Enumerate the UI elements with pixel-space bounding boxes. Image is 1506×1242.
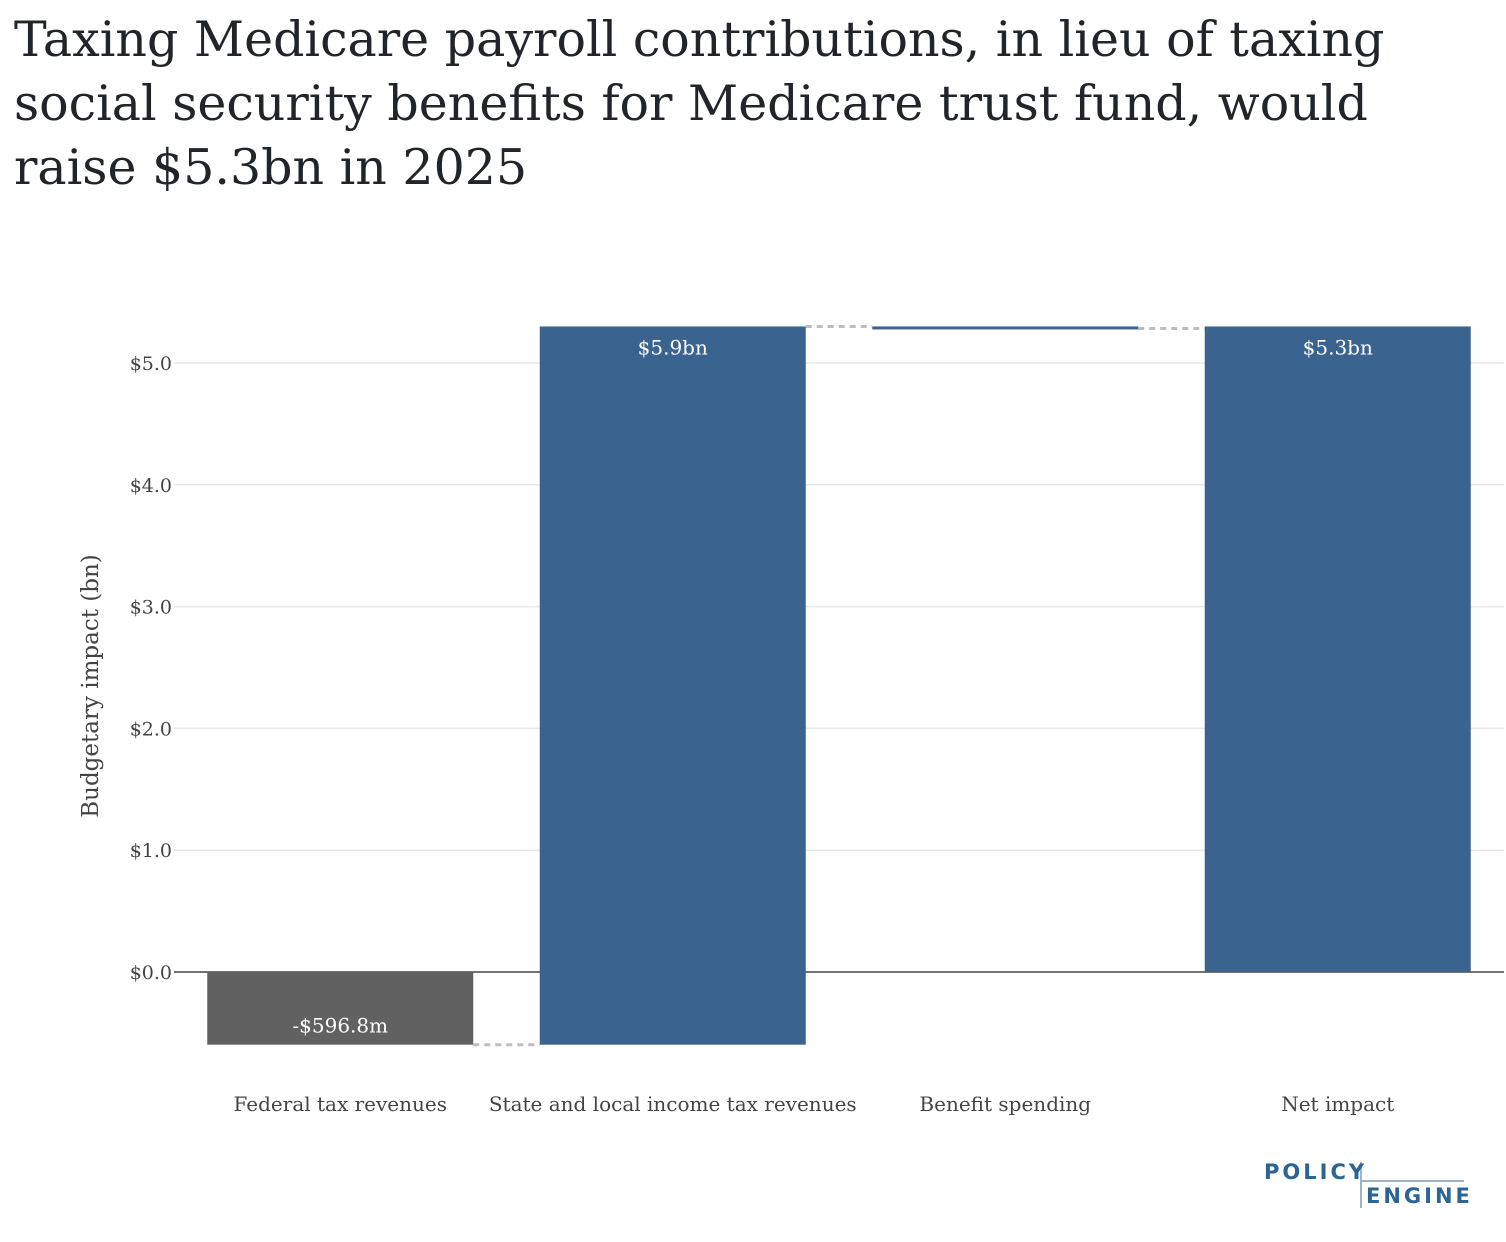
connectors [473,324,1205,1047]
y-tick-label: $4.0 [130,475,172,497]
y-tick-label: $5.0 [130,353,172,375]
x-category-label: Benefit spending [919,1092,1091,1116]
y-tick-label: $0.0 [130,962,172,984]
bar [1204,326,1471,973]
x-category-label: Federal tax revenues [234,1092,448,1116]
chart-title: Taxing Medicare payroll contributions, i… [14,11,1385,196]
data-label: $5.3bn [1303,335,1373,359]
y-tick-label: $2.0 [130,718,172,740]
data-label: $5.9bn [638,335,708,359]
x-category-label: Net impact [1281,1092,1394,1116]
y-axis-label: Budgetary impact (bn) [78,554,104,818]
y-tick-label: $3.0 [130,597,172,619]
x-axis-categories: Federal tax revenues State and local inco… [234,1092,1395,1116]
data-label: -$596.8m [292,1014,388,1038]
data-labels: -$596.8m $5.9bn $5.3bn [292,335,1373,1037]
bar [207,972,474,1045]
bar [872,326,1139,330]
bars [207,326,1471,1045]
logo-line2: ENGINE [1366,1184,1473,1208]
x-category-label: State and local income tax revenues [489,1092,857,1116]
y-tick-label: $1.0 [130,840,172,862]
bar [539,326,806,1045]
policyengine-logo: POLICY ENGINE [1262,1158,1472,1214]
y-axis-ticks: $0.0 $1.0 $2.0 $3.0 $4.0 $5.0 [130,353,172,984]
logo-line1: POLICY [1264,1160,1368,1184]
